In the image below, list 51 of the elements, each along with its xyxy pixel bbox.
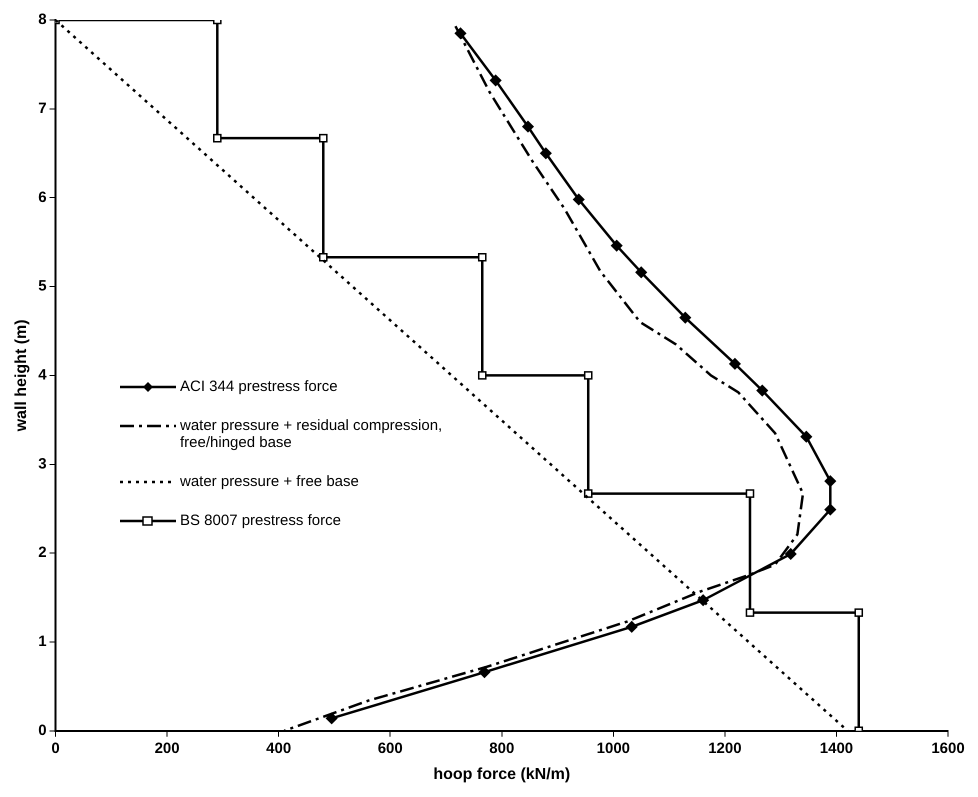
legend-label: BS 8007 prestress force <box>180 512 341 529</box>
point <box>610 240 622 252</box>
point <box>824 504 836 516</box>
point <box>697 594 709 606</box>
legend-label: ACI 344 prestress force <box>180 378 338 395</box>
point <box>540 148 552 160</box>
point <box>478 666 490 678</box>
point <box>522 120 534 132</box>
y-tick-label: 0 <box>38 722 47 739</box>
point <box>854 608 864 617</box>
point <box>478 371 487 380</box>
x-axis-title: hoop force (kN/m) <box>433 766 570 783</box>
x-tick-label: 800 <box>489 740 514 757</box>
y-tick-label: 4 <box>38 366 48 384</box>
point <box>318 252 328 262</box>
x-tick-label: 0 <box>51 740 60 757</box>
y-axis-title: wall height (m) <box>13 319 30 432</box>
x-tick-label: 400 <box>266 740 292 757</box>
point <box>729 358 741 370</box>
point <box>584 371 593 380</box>
point <box>784 548 796 560</box>
x-tick-label: 1600 <box>931 740 965 757</box>
point <box>572 194 584 206</box>
point <box>680 312 692 324</box>
point <box>213 134 222 142</box>
point <box>756 384 768 396</box>
y-tick-label: 7 <box>38 100 47 117</box>
legend-label: water pressure + free base <box>180 473 359 490</box>
x-tick-label: 1000 <box>596 740 630 757</box>
y-tick-label: 5 <box>38 278 47 295</box>
x-tick-label: 200 <box>154 740 180 757</box>
point <box>326 712 338 724</box>
x-tick-label: 1200 <box>708 740 742 757</box>
point <box>454 28 466 40</box>
y-tick-label: 3 <box>38 455 47 472</box>
legend-label: water pressure + residual compression, free/hinged base <box>180 417 444 451</box>
y-tick-label: 2 <box>38 544 47 562</box>
point <box>824 475 836 487</box>
point <box>478 252 487 262</box>
point <box>318 134 328 142</box>
y-tick-label: 6 <box>38 188 47 206</box>
y-tick-label: 8 <box>38 11 47 28</box>
point <box>746 608 754 617</box>
point <box>746 489 754 498</box>
x-tick-label: 1400 <box>820 740 854 757</box>
x-tick-label: 600 <box>378 740 403 757</box>
point <box>490 74 502 86</box>
point <box>800 430 812 442</box>
point <box>626 621 638 633</box>
point <box>635 266 647 278</box>
y-tick-label: 1 <box>38 633 47 650</box>
